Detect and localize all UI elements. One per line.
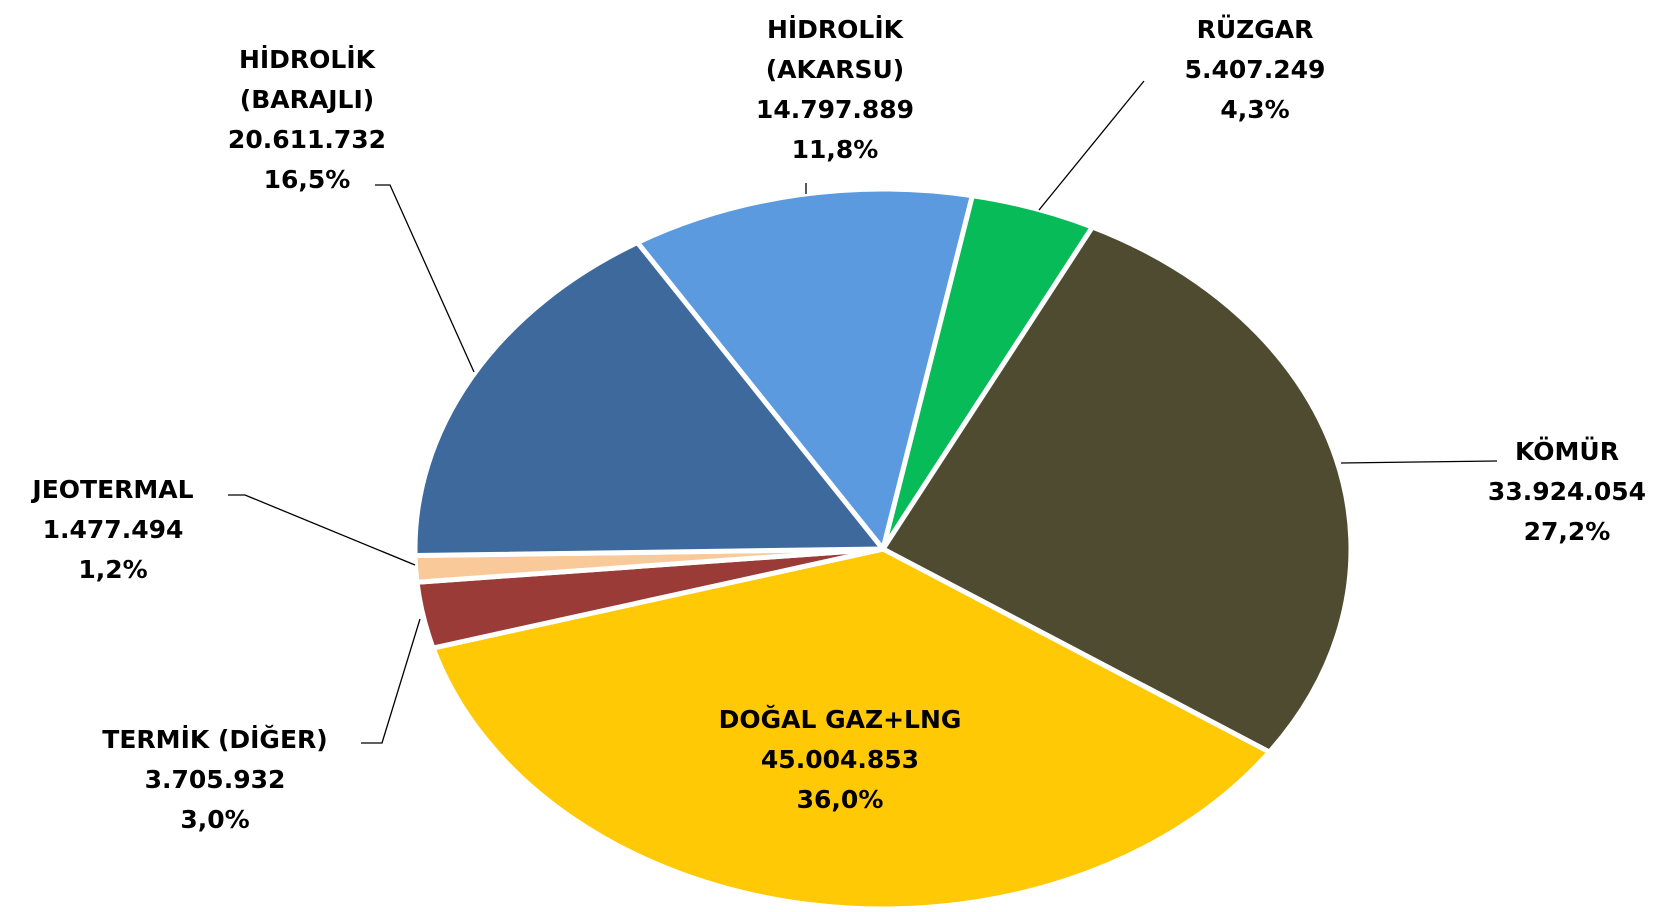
category-label: JEOTERMAL: [32, 475, 194, 504]
leader-line: [361, 618, 421, 744]
percent-label: 4,3%: [1220, 95, 1290, 124]
percent-label: 16,5%: [263, 165, 351, 194]
value-label: 20.611.732: [227, 125, 387, 154]
data-label: RÜZGAR 5.407.249 4,3%: [1185, 10, 1326, 130]
value-label: 1.477.494: [42, 515, 184, 544]
leader-line: [228, 494, 416, 566]
leader-line: [1038, 80, 1145, 211]
pie-slice: [880, 224, 1354, 755]
percent-label: 27,2%: [1523, 517, 1611, 546]
slices: [412, 186, 1354, 912]
data-label: DOĞAL GAZ+LNG 45.004.853 36,0%: [719, 700, 962, 820]
category-label: RÜZGAR: [1196, 15, 1314, 44]
data-label: JEOTERMAL 1.477.494 1,2%: [32, 470, 193, 590]
value-label: 33.924.054: [1487, 477, 1647, 506]
pie-slice: [430, 546, 1272, 912]
category-label: HİDROLİK (BARAJLI): [238, 45, 376, 114]
data-label: TERMİK (DİĞER) 3.705.932 3,0%: [102, 720, 327, 840]
data-label: HİDROLİK (AKARSU) 14.797.889 11,8%: [756, 10, 914, 170]
category-label: TERMİK (DİĞER): [102, 725, 328, 754]
percent-label: 11,8%: [791, 135, 879, 164]
percent-label: 36,0%: [796, 785, 884, 814]
leader-line: [1340, 460, 1498, 464]
data-label: HİDROLİK (BARAJLI) 20.611.732 16,5%: [228, 40, 386, 200]
category-label: HİDROLİK (AKARSU): [765, 15, 905, 84]
value-label: 5.407.249: [1184, 55, 1326, 84]
category-label: KÖMÜR: [1515, 437, 1619, 466]
percent-label: 3,0%: [180, 805, 250, 834]
category-label: DOĞAL GAZ+LNG: [718, 705, 962, 734]
value-label: 14.797.889: [755, 95, 915, 124]
percent-label: 1,2%: [78, 555, 148, 584]
pie-slice: [634, 186, 975, 552]
value-label: 45.004.853: [760, 745, 920, 774]
pie-slice: [412, 240, 886, 559]
value-label: 3.705.932: [144, 765, 286, 794]
leader-line: [375, 184, 475, 373]
data-label: KÖMÜR 33.924.054 27,2%: [1488, 432, 1646, 552]
